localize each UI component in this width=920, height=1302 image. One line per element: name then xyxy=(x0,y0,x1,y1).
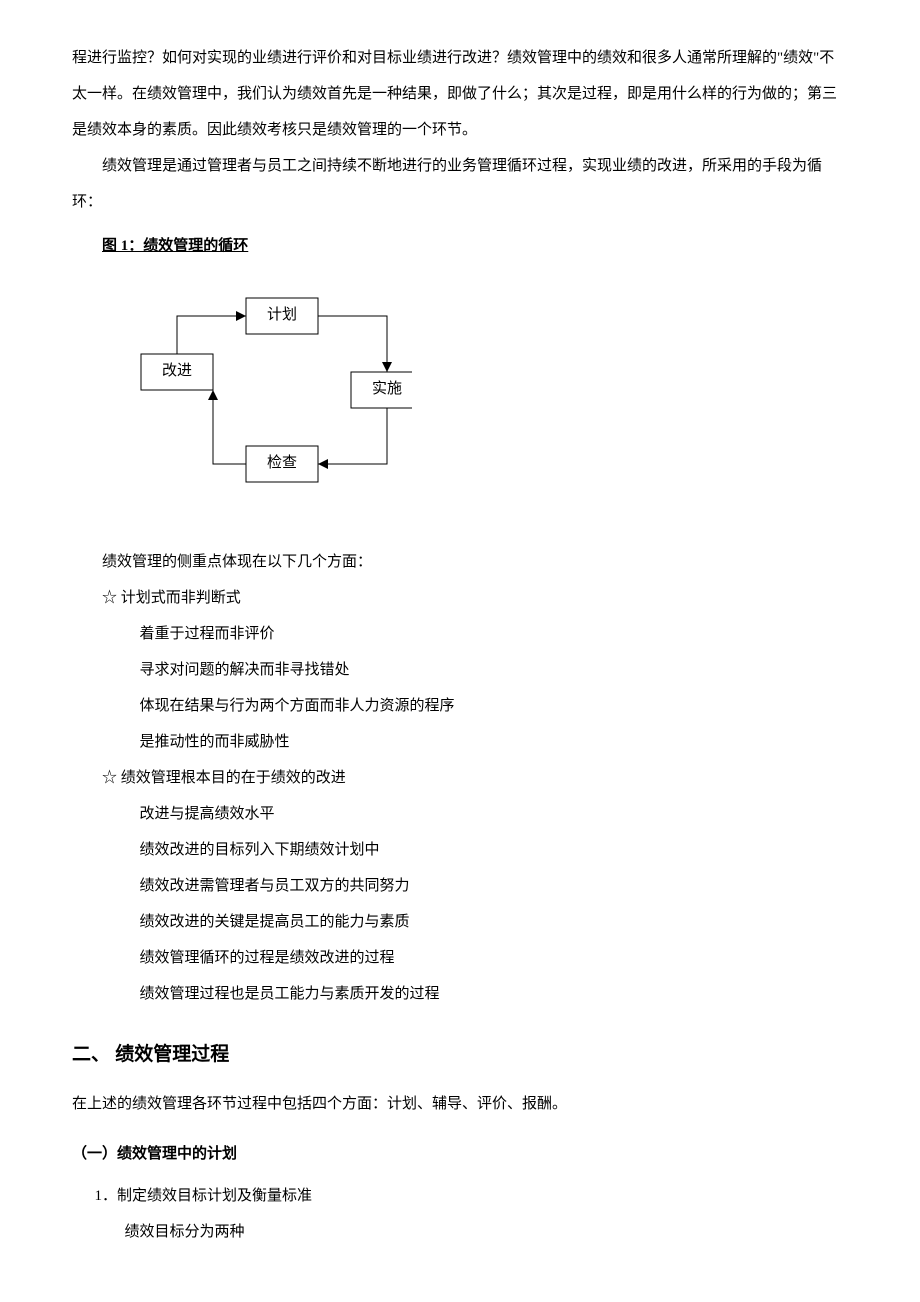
paragraph-3: 绩效管理的侧重点体现在以下几个方面： xyxy=(102,544,848,580)
arrow-check-improve xyxy=(208,390,218,400)
sub-item-2e: 绩效管理循环的过程是绩效改进的过程 xyxy=(140,940,849,976)
star-item-1: ☆ 计划式而非判断式 xyxy=(102,580,848,616)
sub-item-1a: 着重于过程而非评价 xyxy=(140,616,849,652)
arrow-do-check xyxy=(318,459,328,469)
sub-item-2a: 改进与提高绩效水平 xyxy=(140,796,849,832)
paragraph-2: 绩效管理是通过管理者与员工之间持续不断地进行的业务管理循环过程，实现业绩的改进，… xyxy=(72,148,848,220)
edge-plan-do xyxy=(318,316,387,372)
edge-check-improve xyxy=(213,390,246,464)
paragraph-1: 程进行监控？如何对实现的业绩进行评价和对目标业绩进行改进？绩效管理中的绩效和很多… xyxy=(72,40,848,148)
sub-item-2b: 绩效改进的目标列入下期绩效计划中 xyxy=(140,832,849,868)
paragraph-4: 在上述的绩效管理各环节过程中包括四个方面：计划、辅导、评价、报酬。 xyxy=(72,1086,848,1122)
arrow-plan-do xyxy=(382,362,392,372)
heading-subsection-1: （一）绩效管理中的计划 xyxy=(72,1136,848,1172)
star-item-2: ☆ 绩效管理根本目的在于绩效的改进 xyxy=(102,760,848,796)
heading-section-2: 二、 绩效管理过程 xyxy=(72,1032,848,1078)
edge-do-check xyxy=(318,408,387,464)
edge-improve-plan xyxy=(177,316,246,354)
label-improve: 改进 xyxy=(141,364,213,379)
sub-item-1d: 是推动性的而非威胁性 xyxy=(140,724,849,760)
label-check: 检查 xyxy=(246,456,318,471)
sub-item-2c: 绩效改进需管理者与员工双方的共同努力 xyxy=(140,868,849,904)
numbered-item-1: 1．制定绩效目标计划及衡量标准 xyxy=(95,1178,849,1214)
sub-item-2f: 绩效管理过程也是员工能力与素质开发的过程 xyxy=(140,976,849,1012)
label-plan: 计划 xyxy=(246,308,318,323)
label-do: 实施 xyxy=(351,382,423,397)
arrow-improve-plan xyxy=(236,311,246,321)
figure-title: 图 1：绩效管理的循环 xyxy=(102,228,848,264)
sub-item-1b: 寻求对问题的解决而非寻找错处 xyxy=(140,652,849,688)
sub-item-2d: 绩效改进的关键是提高员工的能力与素质 xyxy=(140,904,849,940)
numbered-sub-1a: 绩效目标分为两种 xyxy=(125,1214,849,1250)
sub-item-1c: 体现在结果与行为两个方面而非人力资源的程序 xyxy=(140,688,849,724)
flowchart-cycle: 计划 实施 检查 改进 xyxy=(112,274,412,514)
